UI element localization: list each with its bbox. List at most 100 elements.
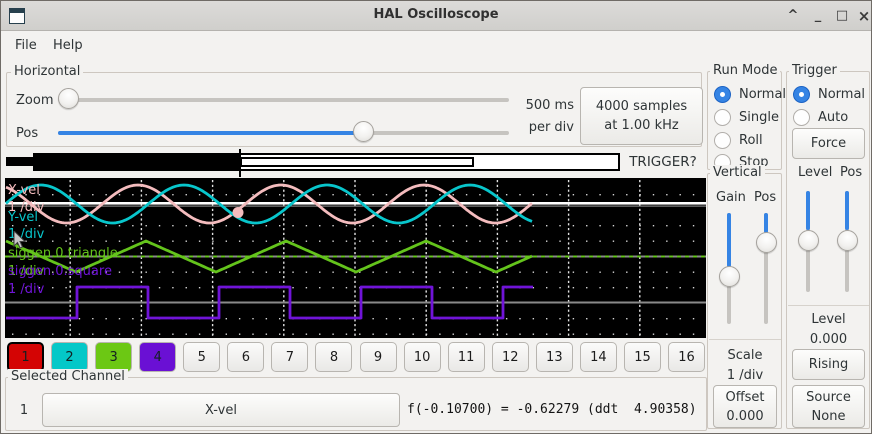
channel-name-label-1: X-vel [8,183,40,198]
trigger-edge-button[interactable]: Rising [792,349,865,380]
trigger-divider [788,305,869,306]
channel-button-16[interactable]: 16 [668,342,706,372]
vertical-offset-button[interactable]: Offset 0.000 [713,385,777,428]
channel-button-8[interactable]: 8 [315,342,353,372]
selected-channel-group: Selected Channel 1 X-vel [5,369,707,431]
window-title: HAL Oscilloscope [373,7,499,22]
menu-bar: File Help [1,32,871,58]
channel-button-11[interactable]: 11 [447,342,485,372]
trigger-normal-label: Normal [818,86,866,102]
horizontal-zoom-slider[interactable] [58,88,509,111]
vertical-pos-handle[interactable] [756,232,777,253]
trigger-pos-handle[interactable] [837,230,858,251]
vertical-gain-handle[interactable] [719,266,740,287]
close-button[interactable]: × [857,7,871,25]
record-filled-region [33,153,240,171]
pos-slider-handle[interactable] [353,121,374,142]
trigger-group: Trigger Normal Auto Force Level Pos Level… [786,63,870,429]
radio-icon[interactable] [793,108,810,126]
channel-button-13[interactable]: 13 [535,342,573,372]
selected-channel-number: 1 [19,403,29,418]
channel-name-label-4: siggen.0.square [8,264,112,279]
title-bar: HAL Oscilloscope ^ _ □ × [1,1,871,31]
channel-scale-label-3: 1 /div [8,264,45,279]
channel-button-10[interactable]: 10 [403,342,441,372]
pos-slider-label: Pos [16,126,39,141]
scope-display[interactable]: X-vel 1 /div Y-vel 1 /div siggen.0.triangle 1… [5,178,706,338]
trigger-level-slider[interactable] [798,191,819,292]
channel-name-label-3: siggen.0.triangle [8,246,118,261]
channel-button-2[interactable]: 2 [51,342,89,372]
shade-window-button[interactable]: ^ [787,8,799,23]
menu-file[interactable]: File [15,38,37,53]
channel-button-5[interactable]: 5 [183,342,221,372]
trigger-force-button[interactable]: Force [792,128,865,159]
horizontal-pos-slider[interactable] [58,121,509,144]
samples-button[interactable]: 4000 samples at 1.00 kHz [580,87,703,145]
mouse-cursor [13,231,27,249]
vertical-pos-track[interactable] [764,213,768,324]
channel-button-4[interactable]: 4 [139,342,177,372]
pos-slider-fill [58,131,358,135]
trigger-source-button[interactable]: Source None [792,385,865,428]
trigger-source-caption: Source [806,389,851,405]
maximize-button[interactable]: □ [835,8,849,23]
minimize-button[interactable]: _ [814,8,822,23]
zoom-slider-label: Zoom [16,93,54,108]
channel-button-12[interactable]: 12 [491,342,529,372]
record-bar-stub [6,157,33,166]
trigger-source-value: None [811,408,846,424]
radio-icon[interactable] [793,85,810,103]
display-window-outline [240,157,474,167]
vertical-pos-fill [764,213,768,233]
radio-icon[interactable] [714,108,731,126]
trigger-level-handle[interactable] [798,230,819,251]
samples-count: 4000 samples [595,99,688,114]
trigger-auto-label: Auto [818,109,849,125]
zoom-slider-track[interactable] [58,98,509,102]
vertical-offset-caption: Offset [725,389,765,405]
radio-icon[interactable] [714,131,731,149]
run-mode-roll-radio[interactable]: Roll [714,130,763,150]
run-mode-normal-radio[interactable]: Normal [714,84,786,104]
waveform-plot [5,180,706,336]
channel-button-14[interactable]: 14 [579,342,617,372]
vertical-offset-value: 0.000 [726,408,764,424]
run-mode-single-radio[interactable]: Single [714,107,779,127]
menu-help[interactable]: Help [53,38,83,53]
vertical-pos-slider[interactable] [756,213,777,324]
channel-value-readout: f(-0.10700) = -0.62279 (ddt 4.90358) [407,402,697,417]
channel-button-7[interactable]: 7 [271,342,309,372]
trigger-pos-slider-label: Pos [840,165,863,180]
trigger-position-tick [239,149,241,177]
time-per-div-caption: per div [528,120,574,135]
trigger-level-caption: Level [811,312,846,327]
trigger-group-label: Trigger [789,63,840,79]
channel-scale-label-1: 1 /div [8,200,45,215]
vertical-group-label: Vertical [710,165,765,181]
zoom-slider-handle[interactable] [58,88,79,109]
channel-name-label-2: Y-vel [8,210,39,225]
radio-icon[interactable] [714,85,731,103]
trigger-pos-slider[interactable] [837,191,858,292]
channel-button-1[interactable]: 1 [7,342,44,372]
channel-button-6[interactable]: 6 [227,342,265,372]
channel-scale-label-4: 1 /div [8,282,45,297]
vertical-gain-fill [727,213,731,267]
trigger-level-fill [806,191,810,230]
trigger-auto-radio[interactable]: Auto [793,107,848,127]
record-position-bar[interactable]: TRIGGER? [1,148,707,178]
horizontal-group: Horizontal Zoom Pos 500 ms per div 4000 … [6,64,703,147]
trigger-normal-radio[interactable]: Normal [793,84,865,104]
vertical-scale-value: 1 /div [726,368,764,383]
run-mode-group: Run Mode Normal Single Roll Stop [707,63,786,171]
vertical-gain-slider[interactable] [719,213,740,324]
vertical-divider [709,339,781,340]
channel-button-3[interactable]: 3 [95,342,133,372]
run-mode-normal-label: Normal [739,86,787,102]
channel-source-button[interactable]: X-vel [42,393,400,427]
trigger-level-slider-label: Level [798,165,833,180]
channel-button-9[interactable]: 9 [359,342,397,372]
channel-button-15[interactable]: 15 [623,342,661,372]
